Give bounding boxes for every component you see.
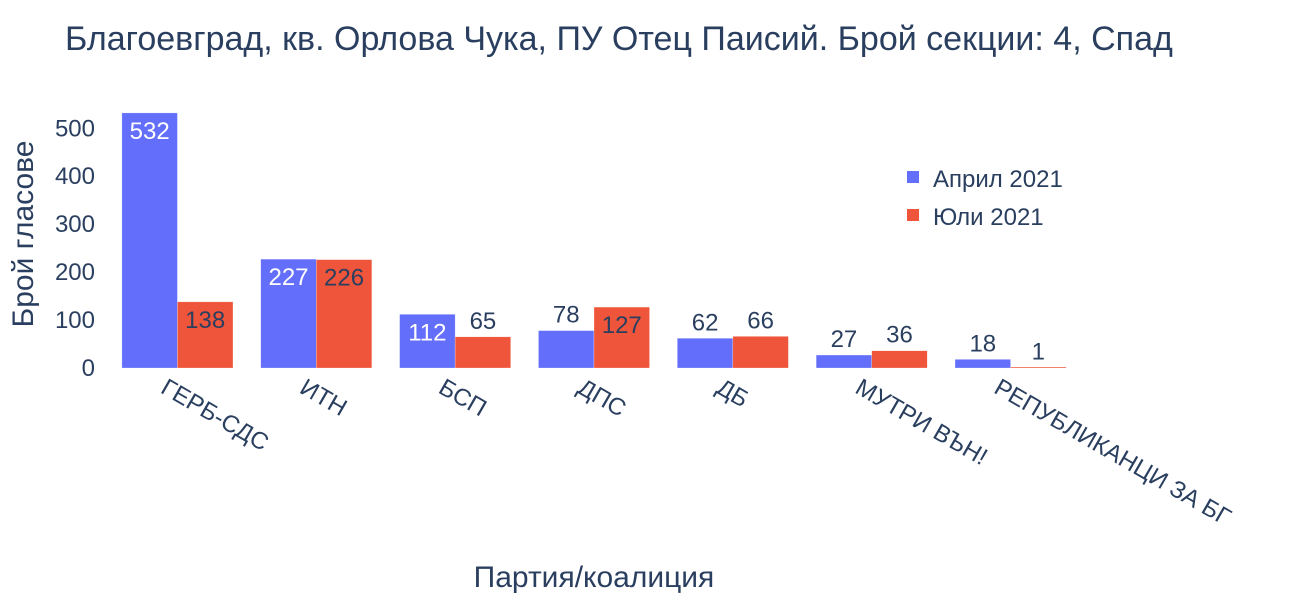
bar-value-label: 227 [268, 264, 308, 291]
bar-value-label: 127 [602, 312, 642, 339]
bar [260, 258, 317, 369]
x-tick-label: РЕПУБЛИКАНЦИ ЗА БГ [990, 374, 1236, 531]
x-tick-label: ИТН [295, 374, 351, 422]
y-tick-label: 100 [55, 307, 95, 334]
y-tick-label: 200 [55, 259, 95, 286]
bar-value-label: 1 [1032, 339, 1045, 366]
bar-value-label: 138 [185, 307, 225, 334]
bar [1010, 366, 1067, 369]
bar [954, 359, 1011, 369]
bar [399, 314, 456, 369]
legend-swatch [907, 171, 919, 183]
bar [593, 306, 650, 369]
bar [815, 354, 872, 369]
x-tick-label: БСП [434, 374, 491, 422]
bar [871, 350, 928, 369]
x-tick-label: ДПС [573, 374, 631, 423]
bar-value-label: 226 [324, 265, 364, 292]
bar-value-label: 62 [692, 309, 719, 336]
bar-value-label: 27 [831, 326, 858, 353]
bar-value-label: 66 [747, 307, 774, 334]
bar [454, 336, 511, 369]
bar-value-label: 36 [886, 322, 913, 349]
bar [316, 259, 373, 369]
legend-label: Юли 2021 [933, 204, 1044, 231]
y-tick-label: 0 [82, 355, 95, 382]
x-axis: ГЕРБ-СДС ИТН БСП ДПС ДБ МУТРИ ВЪН!РЕПУБЛИКАНЦ… [156, 374, 1235, 531]
y-axis: 0 100 200 300 400 500 [55, 115, 95, 382]
bar [538, 330, 595, 369]
bar [177, 301, 234, 369]
bar [677, 338, 734, 369]
bar [732, 336, 789, 369]
y-tick-label: 500 [55, 115, 95, 142]
x-tick-label: ДБ [712, 374, 753, 413]
legend-swatch [907, 209, 919, 221]
bar-value-label: 65 [470, 308, 497, 335]
y-axis-title: Брой гласове [7, 141, 40, 328]
legend-label: Април 2021 [933, 166, 1063, 193]
legend: Април 2021 Юли 2021 [907, 166, 1063, 231]
x-tick-label: ГЕРБ-СДС [156, 374, 273, 457]
x-tick-label: МУТРИ ВЪН! [851, 374, 992, 471]
bar-value-label: 78 [553, 302, 580, 329]
bar-value-label: 532 [130, 118, 170, 145]
bar [121, 112, 178, 369]
y-tick-label: 300 [55, 211, 95, 238]
bar-value-label: 112 [408, 319, 446, 346]
y-tick-label: 400 [55, 163, 95, 190]
bar-value-label: 18 [969, 330, 996, 357]
bars-group: 532 138 227 226 112 65 78 127 62 66 27 36 18 1 [121, 112, 1067, 369]
chart-title: Благоевград, кв. Орлова Чука, ПУ Отец Па… [65, 20, 1173, 58]
x-axis-title: Партия/коалиция [474, 561, 715, 594]
